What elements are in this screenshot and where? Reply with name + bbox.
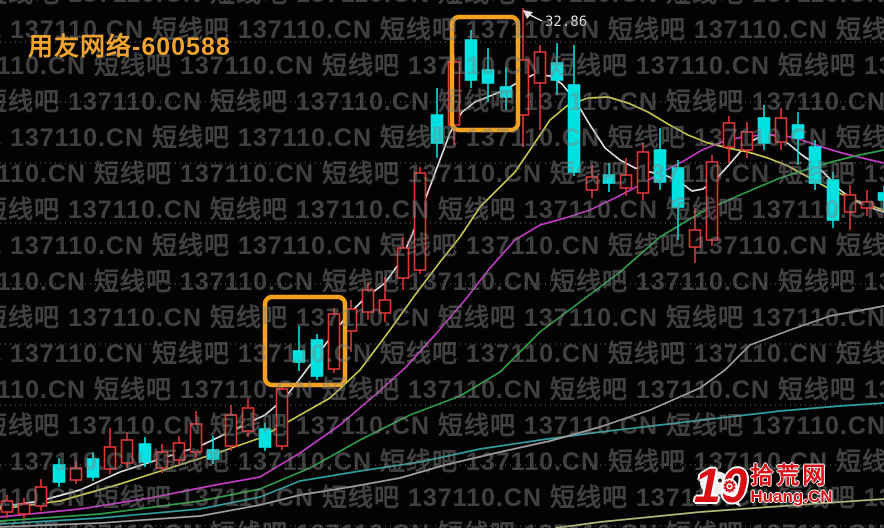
candle-down <box>671 167 685 208</box>
lower-breakout-box <box>262 294 348 388</box>
candle-down <box>52 464 66 483</box>
candle-up <box>224 414 238 447</box>
candle-up <box>740 131 754 151</box>
candle-up <box>774 117 788 143</box>
candle-up <box>585 176 599 191</box>
candle-down <box>499 86 513 98</box>
candle-down <box>791 124 805 139</box>
ma-line-ma30 <box>0 149 884 522</box>
candle-down <box>602 174 616 184</box>
annotation-arrowhead <box>523 10 533 19</box>
candle-up <box>69 467 83 481</box>
candle-down <box>258 428 272 448</box>
ma-line-ma120 <box>0 305 884 528</box>
candle-up <box>636 151 650 194</box>
candle-up <box>17 503 31 515</box>
logo-number: 10 ⚙ <box>694 463 747 511</box>
candle-up <box>396 247 410 279</box>
candle-down <box>550 62 564 81</box>
high-price-label: 32.86 <box>545 14 587 30</box>
candle-up <box>705 161 719 241</box>
ma-line-ma60 <box>0 402 884 525</box>
candle-down <box>808 146 822 184</box>
candle-down <box>826 179 840 221</box>
candle-up <box>843 194 857 213</box>
candle-up <box>378 299 392 314</box>
candle-down <box>567 84 581 173</box>
candle-down <box>430 114 444 144</box>
candle-down <box>757 117 771 144</box>
stock-title: 用友网络-600588 <box>28 33 231 61</box>
candle-up <box>413 172 427 271</box>
upper-breakout-box <box>449 14 521 133</box>
candle-up <box>241 407 255 432</box>
candle-down <box>206 449 220 460</box>
candle-up <box>172 442 186 461</box>
candle-up <box>327 313 341 370</box>
ma-line-ma250 <box>555 498 884 528</box>
candle-up <box>361 289 375 313</box>
candle-down <box>653 149 667 183</box>
candle-up <box>860 201 874 209</box>
candle-up <box>722 122 736 148</box>
candle-up <box>103 446 117 470</box>
candle-down <box>310 339 324 377</box>
logo-domain: Huang.CN <box>750 487 833 506</box>
logo-site-name: 拾荒网 <box>750 462 829 488</box>
candle-up <box>619 174 633 189</box>
candle-up <box>155 451 169 469</box>
gear-icon: ⚙ <box>721 478 738 496</box>
candle-down <box>292 350 306 363</box>
candle-down <box>464 39 478 81</box>
candle-up <box>688 229 702 248</box>
site-logo: 10 ⚙ 拾荒网 Huang.CN <box>694 462 884 523</box>
candle-down <box>138 443 152 463</box>
candle-up <box>189 423 203 453</box>
candle-up <box>0 500 14 513</box>
candle-down <box>86 458 100 478</box>
candle-up <box>275 388 289 447</box>
candle-up <box>533 51 547 84</box>
candle-down <box>481 69 495 84</box>
candle-up <box>34 486 48 507</box>
candle-down <box>877 192 884 201</box>
candle-up <box>120 439 134 464</box>
